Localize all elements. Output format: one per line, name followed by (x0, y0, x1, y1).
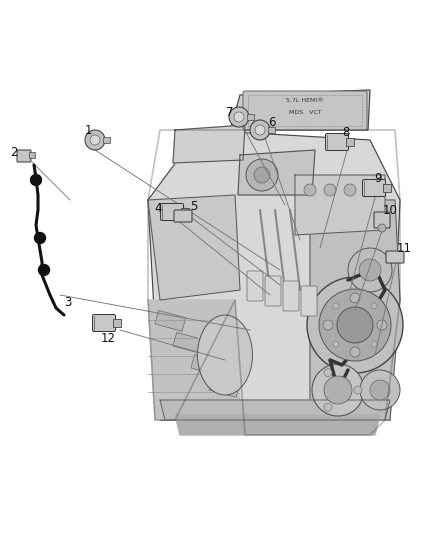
FancyBboxPatch shape (265, 276, 281, 306)
Polygon shape (148, 195, 240, 300)
FancyBboxPatch shape (386, 251, 404, 263)
FancyBboxPatch shape (374, 212, 390, 228)
Bar (173, 333, 204, 353)
Text: 1: 1 (84, 124, 92, 136)
FancyBboxPatch shape (174, 210, 192, 222)
Circle shape (370, 380, 390, 400)
Bar (29, 152, 35, 158)
FancyBboxPatch shape (301, 286, 317, 316)
Circle shape (324, 369, 332, 377)
Circle shape (304, 184, 316, 196)
Polygon shape (238, 150, 315, 195)
Text: 6: 6 (268, 116, 276, 128)
Text: 5.7L HEMI®: 5.7L HEMI® (286, 98, 324, 102)
Circle shape (250, 120, 270, 140)
Circle shape (319, 289, 391, 361)
Circle shape (324, 184, 336, 196)
Circle shape (344, 184, 356, 196)
Circle shape (255, 125, 265, 135)
Circle shape (350, 293, 360, 303)
Circle shape (337, 307, 373, 343)
Bar (103, 137, 110, 143)
Text: 10: 10 (382, 204, 397, 216)
Circle shape (354, 386, 362, 394)
Bar (346, 138, 354, 146)
Circle shape (378, 224, 386, 232)
Bar (383, 184, 391, 192)
Circle shape (35, 232, 46, 244)
Polygon shape (310, 200, 400, 420)
Circle shape (254, 167, 270, 183)
Polygon shape (173, 125, 245, 163)
Bar (155, 311, 186, 331)
Circle shape (234, 112, 244, 122)
Circle shape (90, 135, 100, 145)
Bar (113, 319, 121, 327)
Text: 9: 9 (374, 172, 382, 184)
Text: 2: 2 (10, 146, 18, 158)
Circle shape (324, 403, 332, 411)
Text: MDS   VCT: MDS VCT (289, 110, 321, 116)
Bar (191, 354, 222, 375)
Polygon shape (148, 130, 400, 420)
Circle shape (348, 248, 392, 292)
Text: 4: 4 (154, 203, 162, 215)
Circle shape (359, 259, 381, 281)
Circle shape (324, 376, 352, 404)
FancyBboxPatch shape (160, 204, 184, 221)
Circle shape (350, 347, 360, 357)
Circle shape (312, 364, 364, 416)
Circle shape (377, 320, 387, 330)
Circle shape (360, 370, 400, 410)
Circle shape (333, 303, 339, 309)
Polygon shape (175, 415, 380, 435)
FancyBboxPatch shape (363, 180, 385, 197)
Circle shape (85, 130, 105, 150)
FancyBboxPatch shape (247, 271, 263, 301)
Bar (181, 208, 189, 216)
Circle shape (31, 174, 42, 185)
Polygon shape (230, 90, 370, 130)
Text: 8: 8 (343, 125, 350, 139)
Bar (209, 376, 240, 397)
Polygon shape (160, 400, 390, 420)
Polygon shape (295, 175, 385, 235)
FancyBboxPatch shape (17, 150, 31, 162)
FancyBboxPatch shape (283, 281, 299, 311)
FancyBboxPatch shape (325, 133, 349, 150)
FancyBboxPatch shape (243, 91, 367, 130)
Text: 5: 5 (191, 200, 198, 214)
Ellipse shape (198, 315, 252, 395)
Bar (268, 127, 275, 133)
Circle shape (39, 264, 49, 276)
Text: 3: 3 (64, 295, 72, 309)
Circle shape (333, 341, 339, 347)
Circle shape (307, 277, 403, 373)
Circle shape (229, 107, 249, 127)
Bar (247, 114, 254, 120)
Bar (248, 95, 362, 126)
Circle shape (371, 303, 377, 309)
Polygon shape (148, 300, 240, 420)
Circle shape (371, 341, 377, 347)
FancyBboxPatch shape (92, 314, 116, 332)
Circle shape (323, 320, 333, 330)
Text: 12: 12 (100, 332, 116, 344)
Text: 7: 7 (226, 106, 234, 118)
Text: 11: 11 (396, 241, 411, 254)
Circle shape (246, 159, 278, 191)
